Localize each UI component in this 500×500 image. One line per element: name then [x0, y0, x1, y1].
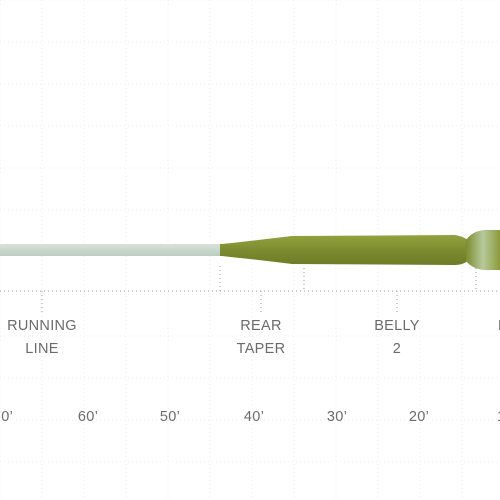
section-label-line1: BE	[498, 315, 500, 338]
distance-tick-10: 1	[497, 409, 500, 425]
section-label-running-line: RUNNING LINE	[7, 315, 77, 361]
distance-tick-50: 50’	[159, 409, 181, 425]
distance-tick-30: 30’	[326, 409, 348, 425]
section-label-belly-2: BELLY 2	[374, 315, 420, 361]
running-line-segment	[0, 244, 222, 256]
distance-tick-20: 20’	[408, 409, 430, 425]
distance-tick-70: 70’	[0, 409, 14, 425]
section-label-line1: BELLY	[374, 318, 420, 334]
section-label-line2: 2	[392, 341, 402, 357]
section-label-rear-taper: REAR TAPER	[237, 315, 286, 361]
distance-tick-60: 60’	[77, 409, 99, 425]
rear-taper-and-belly-segment	[220, 235, 468, 265]
distance-tick-40: 40’	[243, 409, 265, 425]
section-label-line2: TAPER	[236, 341, 286, 357]
front-taper-segment	[466, 229, 500, 271]
section-label-line1: RUNNING	[7, 318, 77, 334]
section-label-line2: LINE	[25, 341, 59, 357]
section-label-front: BE	[498, 315, 500, 338]
section-label-line1: REAR	[240, 318, 282, 334]
